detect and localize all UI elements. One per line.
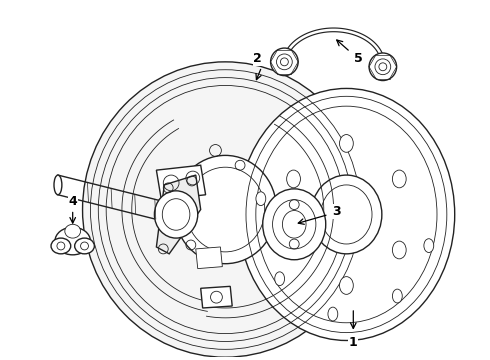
Ellipse shape	[174, 156, 276, 264]
Text: 3: 3	[332, 205, 341, 218]
Ellipse shape	[51, 238, 71, 254]
Ellipse shape	[392, 289, 402, 303]
Polygon shape	[201, 286, 232, 308]
Ellipse shape	[287, 241, 300, 259]
Ellipse shape	[270, 48, 298, 76]
Text: 1: 1	[349, 336, 358, 349]
Ellipse shape	[328, 307, 338, 321]
Text: 2: 2	[253, 53, 262, 66]
Text: 5: 5	[354, 53, 363, 66]
Ellipse shape	[340, 276, 353, 294]
Ellipse shape	[392, 170, 406, 188]
Ellipse shape	[392, 241, 406, 259]
Ellipse shape	[311, 175, 382, 254]
Ellipse shape	[369, 53, 396, 81]
Ellipse shape	[154, 191, 198, 238]
Ellipse shape	[340, 135, 353, 152]
Ellipse shape	[287, 170, 300, 188]
Polygon shape	[196, 247, 222, 269]
Ellipse shape	[256, 192, 266, 206]
Polygon shape	[156, 175, 201, 254]
Ellipse shape	[263, 189, 326, 260]
Ellipse shape	[55, 227, 91, 255]
Ellipse shape	[65, 224, 80, 238]
Polygon shape	[156, 165, 206, 200]
Ellipse shape	[54, 175, 62, 195]
Text: 4: 4	[68, 195, 77, 208]
Ellipse shape	[275, 272, 285, 285]
Ellipse shape	[424, 239, 434, 252]
Ellipse shape	[82, 62, 368, 357]
Ellipse shape	[238, 89, 455, 341]
Ellipse shape	[74, 238, 95, 254]
